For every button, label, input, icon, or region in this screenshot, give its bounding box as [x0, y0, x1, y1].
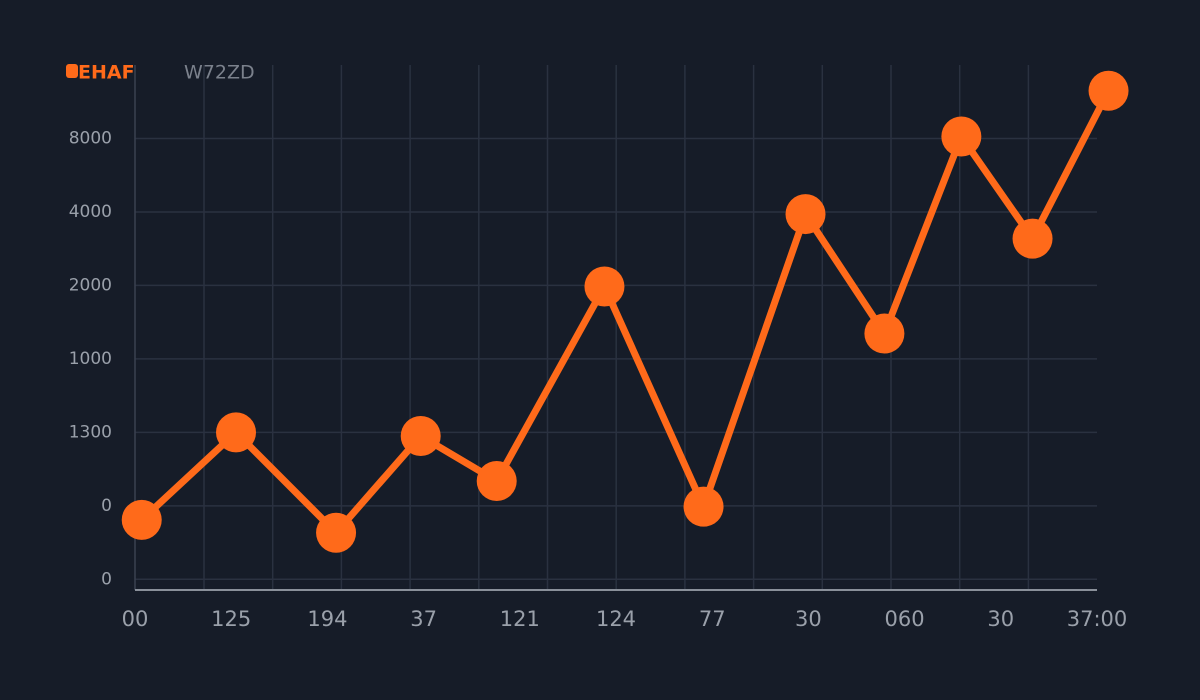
x-tick-label: 194 [307, 607, 347, 631]
x-tick-label: 121 [500, 607, 540, 631]
chart-subtitle: W72ZD [184, 62, 255, 84]
point [584, 266, 625, 307]
y-tick-label: 0 [101, 496, 112, 516]
point [400, 416, 441, 457]
point [121, 499, 162, 540]
x-tick-label: 37 [410, 607, 437, 631]
x-tick-label: 37:00 [1067, 607, 1128, 631]
y-tick-label: 4000 [69, 202, 112, 222]
y-tick-label: 8000 [69, 128, 112, 148]
y-tick-label: 1000 [69, 349, 112, 369]
legend-swatch [66, 64, 78, 78]
x-tick-label: 30 [795, 607, 822, 631]
line [139, 89, 1112, 538]
x-tick-label: 00 [122, 607, 149, 631]
point [941, 116, 982, 157]
x-tick-label: 060 [885, 607, 925, 631]
point [1012, 218, 1053, 259]
y-tick-label: 0 [101, 569, 112, 589]
x-tick-label: 125 [211, 607, 251, 631]
point [1088, 70, 1129, 111]
legend-label: EHAF [78, 62, 135, 84]
point [316, 512, 357, 553]
y-tick-label: 2000 [69, 275, 112, 295]
x-tick-label: 124 [596, 607, 636, 631]
point [216, 412, 257, 453]
x-tick-label: 77 [699, 607, 726, 631]
point [476, 460, 517, 501]
y-tick-label: 1300 [69, 422, 112, 442]
x-tick-label: 30 [987, 607, 1014, 631]
point [864, 313, 905, 354]
point [785, 194, 826, 235]
point [683, 486, 724, 527]
